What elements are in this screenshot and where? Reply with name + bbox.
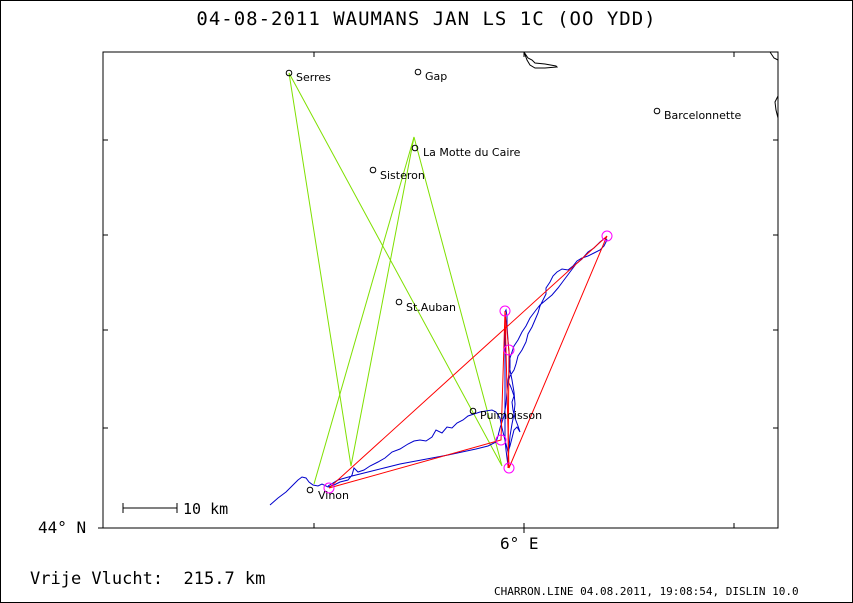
town-marker	[285, 69, 293, 77]
town-marker	[469, 407, 477, 415]
border-line	[769, 51, 779, 61]
scale-bar-label: 10 km	[183, 500, 228, 518]
turnpoint-marker	[323, 482, 335, 494]
turnpoint-marker	[601, 230, 613, 242]
town-marker	[411, 144, 419, 152]
town-label-st-auban: St.Auban	[406, 301, 456, 314]
lake-outline	[523, 51, 559, 69]
optimized-route	[328, 235, 608, 489]
footer-info: CHARRON.LINE 04.08.2011, 19:08:54, DISLI…	[494, 585, 799, 598]
town-marker	[369, 166, 377, 174]
map-frame	[102, 51, 779, 529]
free-flight-distance: Vrije Vlucht: 215.7 km	[30, 569, 266, 589]
town-label-vinon: Vinon	[318, 489, 349, 502]
longitude-label: 6° E	[500, 534, 539, 553]
scale-bar	[122, 503, 178, 513]
latitude-label: 44° N	[38, 518, 86, 537]
task-line	[313, 136, 415, 485]
town-label-puimoisson: Puimoisson	[480, 409, 542, 422]
map-ticks	[98, 52, 778, 533]
town-label-serres: Serres	[296, 71, 331, 84]
town-label-la-motte-du-caire: La Motte du Caire	[423, 146, 521, 159]
town-label-sisteron: Sisteron	[380, 169, 425, 182]
town-marker	[395, 298, 403, 306]
town-marker	[653, 107, 661, 115]
turnpoint-marker	[499, 305, 511, 317]
task-line	[288, 72, 503, 467]
turnpoint-marker	[503, 462, 515, 474]
flight-track	[269, 237, 608, 506]
turnpoint-marker	[495, 434, 507, 446]
town-label-gap: Gap	[425, 70, 447, 83]
border-line	[774, 95, 779, 119]
town-marker	[306, 486, 314, 494]
page-title: 04-08-2011 WAUMANS JAN LS 1C (OO YDD)	[196, 8, 657, 30]
optimized-route	[504, 310, 510, 469]
town-label-barcelonnette: Barcelonnette	[664, 109, 742, 122]
turnpoint-marker	[503, 344, 515, 356]
town-marker	[414, 68, 422, 76]
